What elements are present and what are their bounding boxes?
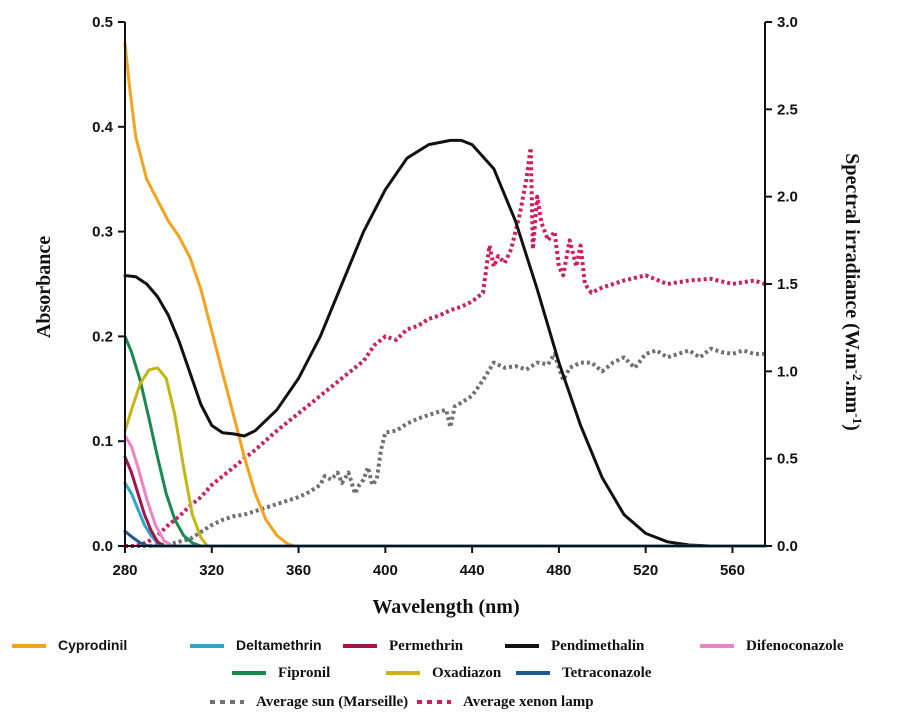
series-line-deltamethrin xyxy=(123,481,767,548)
y-axis-right-title-exp-1: -2 xyxy=(851,370,866,381)
y-axis-right-title-part-2: .nm xyxy=(841,380,863,413)
legend-label-oxadiazon: Oxadiazon xyxy=(432,665,502,681)
series-line-pendimethalin xyxy=(123,138,767,548)
y-right-tick-label: 3.0 xyxy=(777,14,798,31)
legend-label-tetraconazole: Tetraconazole xyxy=(562,665,652,681)
y-right-tick-label: 2.5 xyxy=(777,101,798,118)
series-line-average-sun-marseille xyxy=(125,346,765,548)
y-axis-right-title-part-1: Spectral irradiance (W.m xyxy=(841,153,863,370)
series-line-permethrin xyxy=(123,455,767,548)
y-left-tick-label: 0.4 xyxy=(92,119,114,136)
x-tick-label: 400 xyxy=(373,562,398,579)
right-axis: 0.0 0.5 1.0 1.5 2.0 2.5 3.0 xyxy=(765,14,798,555)
series-line-cyprodinil xyxy=(123,41,767,548)
y-right-tick-label: 1.0 xyxy=(777,363,798,380)
y-axis-right-title: Spectral irradiance (W.m-2.nm-1) xyxy=(841,153,866,431)
series-line-difenoconazole xyxy=(123,434,767,548)
legend-label-difenoconazole: Difenoconazole xyxy=(746,638,844,654)
x-tick-label: 480 xyxy=(546,562,571,579)
x-tick-label: 320 xyxy=(199,562,224,579)
legend-label-average-sun-marseille: Average sun (Marseille) xyxy=(256,694,408,710)
left-axis: 0.0 0.1 0.2 0.3 0.4 0.5 xyxy=(92,14,125,555)
y-axis-right-title-exp-2: -1 xyxy=(851,413,866,424)
x-tick-label: 520 xyxy=(633,562,658,579)
y-right-tick-label: 0.0 xyxy=(777,538,798,555)
series-line-oxadiazon xyxy=(123,366,767,548)
y-right-tick-label: 1.5 xyxy=(777,276,798,293)
y-axis-left-title: Absorbance xyxy=(33,236,55,338)
x-axis-title: Wavelength (nm) xyxy=(372,596,519,618)
series-line-tetraconazole xyxy=(123,529,767,548)
x-tick-label: 440 xyxy=(460,562,485,579)
plot-series-layer xyxy=(123,41,767,548)
x-tick-label: 280 xyxy=(112,562,137,579)
y-right-tick-label: 0.5 xyxy=(777,451,798,468)
legend: Cyprodinil Deltamethrin Permethrin Pendimet… xyxy=(12,637,844,710)
legend-label-cyprodinil: Cyprodinil xyxy=(58,637,127,653)
legend-label-average-xenon-lamp: Average xenon lamp xyxy=(463,694,594,710)
legend-label-pendimethalin: Pendimethalin xyxy=(551,638,645,654)
y-axis-right-title-part-3: ) xyxy=(841,424,863,431)
series-line-fipronil xyxy=(123,334,767,548)
legend-label-deltamethrin: Deltamethrin xyxy=(236,637,322,653)
y-left-tick-label: 0.3 xyxy=(92,224,113,241)
x-tick-label: 360 xyxy=(286,562,311,579)
y-left-tick-label: 0.1 xyxy=(92,433,113,450)
x-tick-label: 560 xyxy=(720,562,745,579)
y-left-tick-label: 0.5 xyxy=(92,14,113,31)
y-right-tick-label: 2.0 xyxy=(777,189,798,206)
series-line-average-xenon-lamp xyxy=(125,145,766,548)
y-left-tick-label: 0.2 xyxy=(92,328,113,345)
y-left-tick-label: 0.0 xyxy=(92,538,113,555)
legend-label-fipronil: Fipronil xyxy=(278,665,330,681)
legend-label-permethrin: Permethrin xyxy=(389,638,464,654)
bottom-axis: 280 320 360 400 440 480 520 560 xyxy=(112,546,745,579)
